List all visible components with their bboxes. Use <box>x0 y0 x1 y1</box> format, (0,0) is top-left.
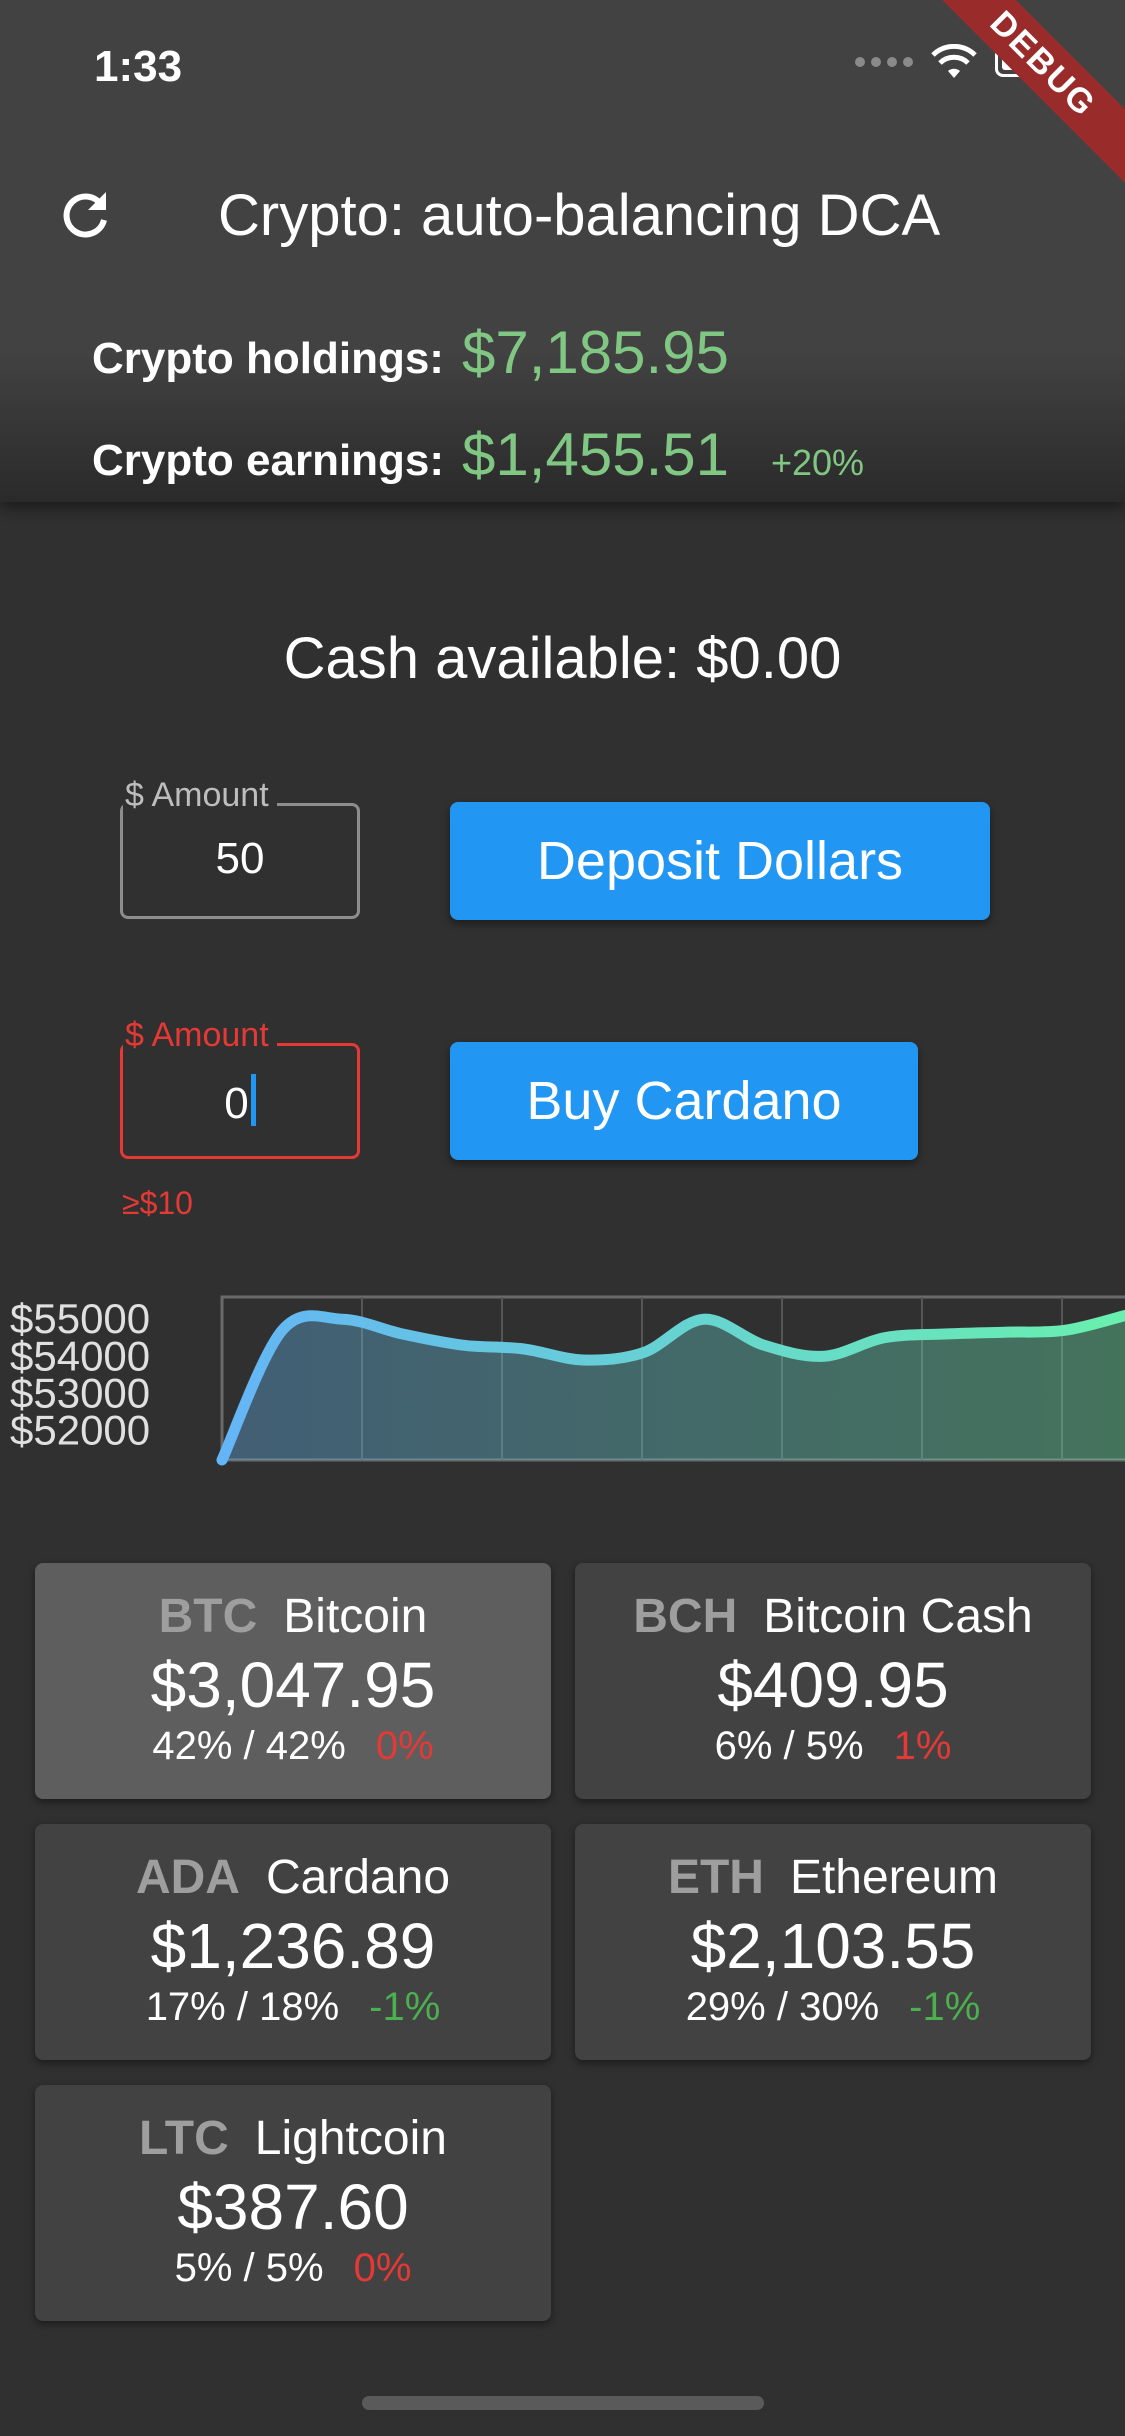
coin-delta: -1% <box>369 1985 441 2029</box>
coin-name: Cardano <box>265 1851 451 1904</box>
coin-card-ada[interactable]: ADA Cardano $1,236.89 17% / 18% -1% <box>35 1824 551 2060</box>
coin-value: $387.60 <box>177 2171 409 2243</box>
earnings-percent: +20% <box>770 442 865 483</box>
coin-card-btc[interactable]: BTC Bitcoin $3,047.95 42% / 42% 0% <box>35 1563 551 1799</box>
chart-y-axis: $55000$54000$53000$52000 <box>10 1295 150 1453</box>
buy-amount-label: $ Amount <box>123 1016 277 1055</box>
coin-header: ETH Ethereum <box>575 1850 1091 1905</box>
coin-allocation: 29% / 30% -1% <box>575 1985 1091 2030</box>
status-time: 1:33 <box>94 42 183 91</box>
holdings-label: Crypto holdings: <box>92 334 444 383</box>
coin-allocation-ratio: 5% / 5% <box>174 2246 324 2290</box>
buy-amount-input: 0 <box>123 1074 357 1129</box>
app-bar: 1:33 DEBUG Crypto: auto-balancing DCA Cr… <box>0 0 1125 502</box>
holdings-value: $7,185.95 <box>461 319 729 386</box>
coin-header: LTC Lightcoin <box>35 2111 551 2166</box>
wifi-icon <box>931 44 977 78</box>
buy-amount-error: ≥$10 <box>122 1185 193 1221</box>
chart-y-tick-label: $55000 <box>10 1295 150 1342</box>
text-cursor <box>250 1074 256 1126</box>
earnings-value: $1,455.51 <box>462 421 729 488</box>
coin-allocation-ratio: 6% / 5% <box>714 1724 864 1768</box>
coin-delta: 0% <box>375 1724 434 1768</box>
price-chart: $55000$54000$53000$52000 <box>10 1295 1125 1466</box>
coin-delta: 0% <box>353 2246 412 2290</box>
deposit-amount-label: $ Amount <box>123 776 277 815</box>
coin-card-eth[interactable]: ETH Ethereum $2,103.55 29% / 30% -1% <box>575 1824 1091 2060</box>
deposit-dollars-button[interactable]: Deposit Dollars <box>450 802 990 920</box>
coin-value: $409.95 <box>717 1649 949 1721</box>
coin-allocation-ratio: 29% / 30% <box>685 1985 880 2029</box>
coin-value: $1,236.89 <box>150 1910 436 1982</box>
coin-symbol: LTC <box>139 2112 229 2165</box>
coin-symbol: BCH <box>633 1590 738 1643</box>
chart-y-tick-label: $54000 <box>10 1332 150 1379</box>
coin-allocation: 5% / 5% 0% <box>35 2246 551 2291</box>
holdings-row: Crypto holdings: $7,185.95 <box>92 318 729 387</box>
coin-name: Bitcoin <box>283 1590 428 1643</box>
chart-y-tick-label: $53000 <box>10 1369 150 1416</box>
cash-available: Cash available: $0.00 <box>283 626 842 691</box>
refresh-icon <box>63 192 107 238</box>
coin-card-ltc[interactable]: LTC Lightcoin $387.60 5% / 5% 0% <box>35 2085 551 2321</box>
coin-header: BCH Bitcoin Cash <box>575 1589 1091 1644</box>
chart-line <box>216 1310 1125 1466</box>
coin-allocation: 17% / 18% -1% <box>35 1985 551 2030</box>
coin-name: Bitcoin Cash <box>763 1590 1033 1643</box>
coin-value: $3,047.95 <box>150 1649 436 1721</box>
buy-cardano-button[interactable]: Buy Cardano <box>450 1042 918 1160</box>
deposit-amount-value: 50 <box>215 834 265 883</box>
earnings-label: Crypto earnings: <box>92 436 445 485</box>
coin-allocation-ratio: 42% / 42% <box>152 1724 346 1768</box>
coin-name: Ethereum <box>789 1851 999 1904</box>
deposit-amount-field[interactable]: $ Amount 50 <box>120 776 360 919</box>
coin-allocation-ratio: 17% / 18% <box>145 1985 340 2029</box>
buy-amount-field[interactable]: $ Amount 0 <box>120 1016 360 1159</box>
coin-name: Lightcoin <box>254 2112 447 2165</box>
coin-card-bch[interactable]: BCH Bitcoin Cash $409.95 6% / 5% 1% <box>575 1563 1091 1799</box>
chart-area <box>222 1315 1125 1460</box>
coin-delta: -1% <box>909 1985 981 2029</box>
coin-delta: 1% <box>893 1724 952 1768</box>
coin-header: ADA Cardano <box>35 1850 551 1905</box>
coin-symbol: ADA <box>135 1851 240 1904</box>
cellular-signal-icon <box>855 57 913 67</box>
page-title: Crypto: auto-balancing DCA <box>218 183 941 248</box>
coin-allocation: 42% / 42% 0% <box>35 1724 551 1769</box>
coin-value: $2,103.55 <box>690 1910 976 1982</box>
coin-symbol: ETH <box>667 1851 764 1904</box>
coin-allocation: 6% / 5% 1% <box>575 1724 1091 1769</box>
refresh-button[interactable] <box>52 180 120 248</box>
earnings-row: Crypto earnings: $1,455.51 +20% <box>92 420 864 489</box>
home-indicator <box>362 2396 764 2410</box>
buy-amount-value: 0 <box>224 1079 249 1128</box>
debug-banner: DEBUG <box>911 0 1125 196</box>
coin-symbol: BTC <box>158 1590 258 1643</box>
chart-y-tick-label: $52000 <box>10 1406 150 1453</box>
coin-header: BTC Bitcoin <box>35 1589 551 1644</box>
